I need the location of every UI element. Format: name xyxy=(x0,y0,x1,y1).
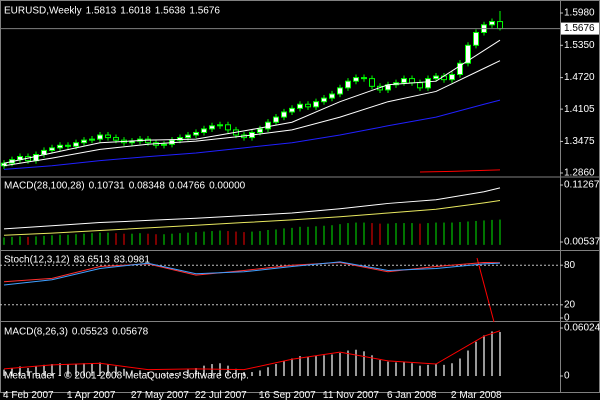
readout-value: 1.5638 xyxy=(155,6,186,17)
copyright: MetaTrader - © 2001-2008 MetaQuotes Soft… xyxy=(4,371,249,382)
readout-value: 0.05523 xyxy=(72,327,109,338)
indicator-line xyxy=(3,261,501,286)
candle-body xyxy=(337,87,343,95)
panel-title: MACD(28,100,28) xyxy=(4,181,85,192)
x-tick-label: 11 Nov 2007 xyxy=(323,390,379,400)
candle-body xyxy=(193,131,199,136)
candle-body xyxy=(489,21,495,26)
candle-body xyxy=(449,74,455,81)
candle-body xyxy=(73,142,79,147)
y-tick-label: 80 xyxy=(564,260,576,271)
indicator-line xyxy=(3,262,501,283)
readout-value: 83.0981 xyxy=(114,255,151,266)
y-tick-label: 1.4105 xyxy=(564,104,595,115)
candle-body xyxy=(105,134,111,139)
candle-body xyxy=(433,75,439,80)
candle-body xyxy=(81,139,87,144)
x-tick-label: 27 May 2007 xyxy=(131,390,189,400)
indicator-line xyxy=(3,60,501,167)
indicator-line xyxy=(3,99,501,170)
readout-value: 1.5813 xyxy=(86,6,117,17)
candle-body xyxy=(329,93,335,99)
y-tick-label: 0.00537 xyxy=(564,237,600,248)
candle-body xyxy=(209,125,215,130)
candle-body xyxy=(265,121,271,130)
readout-value: 0.05678 xyxy=(112,327,149,338)
readout-value: 0.10731 xyxy=(89,181,126,192)
candle-body xyxy=(65,144,71,147)
panel-title: EURUSD,Weekly xyxy=(4,6,82,17)
candle-body xyxy=(161,143,167,146)
candle-body xyxy=(497,21,503,30)
candle-body xyxy=(225,124,231,131)
last-price-label: 1.5676 xyxy=(564,23,595,34)
candle-body xyxy=(57,144,63,149)
y-tick-label: 1.5980 xyxy=(564,8,595,19)
candle-body xyxy=(257,128,263,133)
x-tick-label: 6 Jan 2008 xyxy=(387,390,437,400)
readout-value: 83.6513 xyxy=(74,255,111,266)
candle-body xyxy=(473,31,479,46)
candle-body xyxy=(201,128,207,133)
candle-body xyxy=(217,124,223,127)
candle-body xyxy=(145,138,151,144)
candle-body xyxy=(457,62,463,76)
readout-value: 0.04766 xyxy=(169,181,206,192)
candle-body xyxy=(49,147,55,151)
candle-body xyxy=(361,77,367,80)
readout-value: 1.5676 xyxy=(189,6,220,17)
candle-body xyxy=(465,44,471,64)
y-tick-label: 1.3475 xyxy=(564,136,595,147)
x-tick-label: 4 Feb 2007 xyxy=(3,390,54,400)
readout-value: 1.6018 xyxy=(120,6,151,17)
candle-body xyxy=(353,77,359,82)
readout-value: 0.00000 xyxy=(209,181,246,192)
candle-body xyxy=(33,154,39,162)
indicator-line xyxy=(3,200,501,236)
y-tick-label: 0.06024 xyxy=(564,323,600,334)
indicator-line xyxy=(3,330,501,371)
candle-body xyxy=(425,78,431,89)
indicator-line xyxy=(3,39,501,164)
y-tick-label: 0.11267 xyxy=(564,180,600,191)
candle-body xyxy=(401,78,407,84)
candle-body xyxy=(297,103,303,109)
y-tick-label: 20 xyxy=(564,299,576,310)
candle-body xyxy=(417,82,423,89)
candle-body xyxy=(89,138,95,141)
candle-body xyxy=(185,134,191,139)
candle-body xyxy=(113,137,119,141)
indicator-line xyxy=(3,187,501,230)
candle-body xyxy=(97,134,103,140)
candle-body xyxy=(177,137,183,141)
candle-body xyxy=(289,107,295,113)
candle-body xyxy=(313,101,319,108)
candle-body xyxy=(345,80,351,89)
x-tick-label: 16 Sep 2007 xyxy=(259,390,316,400)
candle-body xyxy=(305,103,311,108)
candle-body xyxy=(281,111,287,118)
drawn-trendline xyxy=(476,257,495,323)
candle-body xyxy=(321,97,327,103)
x-tick-label: 1 Apr 2007 xyxy=(67,390,116,400)
candle-body xyxy=(369,78,375,87)
candle-body xyxy=(409,78,415,84)
candle-body xyxy=(273,116,279,123)
readout-value: 0.08348 xyxy=(129,181,166,192)
x-tick-label: 22 Jul 2007 xyxy=(195,390,247,400)
y-tick-label: 0 xyxy=(564,313,570,324)
y-tick-label: 1.2860 xyxy=(564,168,595,179)
y-tick-label: 1.5350 xyxy=(564,40,595,51)
panel-title: MACD(8,26,3) xyxy=(4,327,68,338)
indicator-line xyxy=(419,169,501,173)
y-tick-label: 0 xyxy=(564,371,570,382)
x-tick-label: 2 Mar 2008 xyxy=(451,390,502,400)
y-tick-label: 1.4720 xyxy=(564,72,595,83)
panel-title: Stoch(12,3,12) xyxy=(4,255,70,266)
last-price-box xyxy=(561,22,599,35)
